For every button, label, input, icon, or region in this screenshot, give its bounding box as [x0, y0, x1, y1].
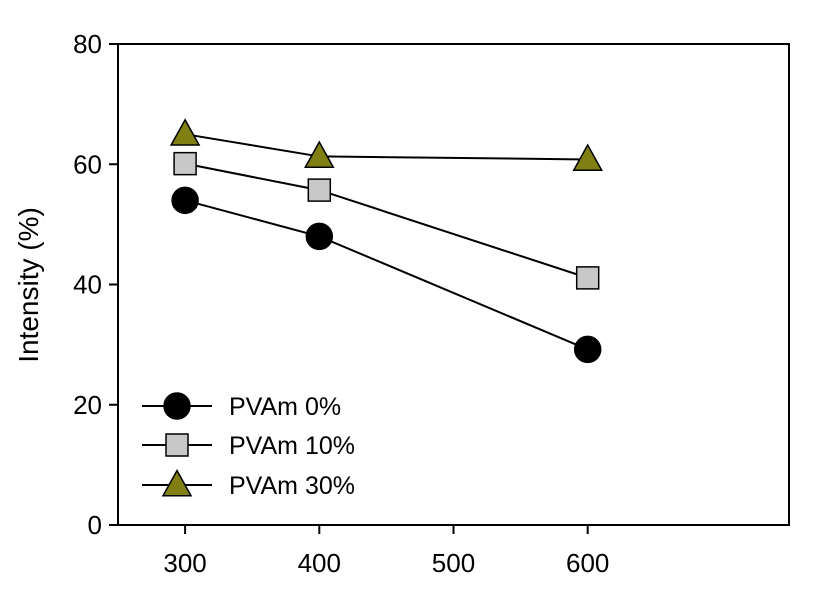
data-point	[304, 140, 335, 168]
x-tick-label: 300	[163, 548, 206, 578]
y-tick-label: 60	[73, 149, 102, 179]
y-axis-title: Intensity (%)	[13, 207, 44, 363]
data-point	[173, 151, 197, 176]
legend-label: PVAm 10%	[229, 432, 355, 460]
legend-label: PVAm 30%	[229, 472, 355, 500]
y-tick-label: 40	[73, 270, 102, 300]
y-tick-label: 0	[88, 510, 102, 540]
data-point	[573, 335, 602, 364]
legend-marker	[163, 392, 191, 420]
x-tick-label: 500	[432, 548, 475, 578]
data-point	[171, 186, 199, 215]
data-point	[169, 118, 201, 146]
x-tick-label: 600	[566, 548, 609, 578]
legend-label: PVAm 0%	[229, 393, 341, 421]
data-point	[575, 266, 600, 290]
x-tick-label: 400	[298, 548, 341, 578]
plot-frame	[117, 43, 790, 526]
series-line	[184, 133, 588, 161]
legend-marker	[165, 433, 189, 457]
series-line	[184, 162, 589, 279]
data-point	[307, 178, 332, 202]
y-tick-label: 20	[73, 390, 102, 420]
data-point	[572, 143, 603, 171]
legend-marker	[161, 469, 193, 497]
series-line	[184, 199, 589, 351]
y-tick-label: 80	[73, 29, 102, 59]
data-point	[305, 222, 334, 251]
